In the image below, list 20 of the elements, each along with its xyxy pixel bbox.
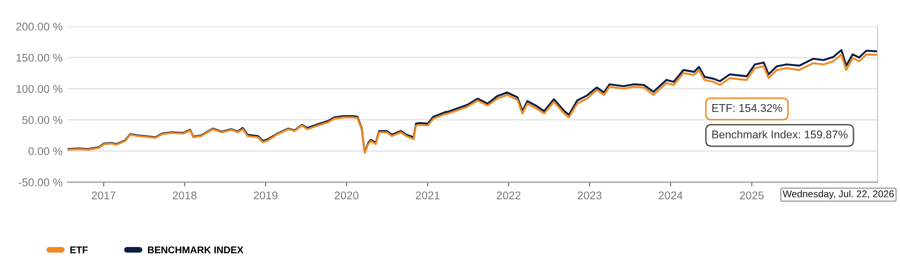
x-tick-label: 2020 (334, 191, 358, 200)
x-tick-label: 2017 (92, 191, 116, 200)
y-tick-label: -50.00 % (18, 178, 62, 186)
y-tick-label: 50.00 % (22, 116, 62, 124)
annotation: Benchmark Index: 159.87% (712, 130, 848, 138)
x-tick-label: 2024 (658, 191, 683, 200)
y-tick-label: 200.00 % (16, 22, 62, 31)
y-tick-label: 0.00 % (28, 147, 62, 156)
text: Wednesday, Jul. 22, 2026 (782, 190, 894, 200)
x-tick-label: 2025 (740, 191, 764, 200)
x-tick-label: 2018 (172, 191, 196, 200)
y-tick-label: 150.00 % (16, 54, 62, 62)
x-tick-label: 2019 (254, 191, 278, 200)
legend-label: ETF (70, 246, 88, 254)
y-tick-label: 100.00 % (16, 84, 62, 93)
x-tick-label: 2023 (578, 191, 602, 200)
x-tick-label: 2022 (496, 191, 520, 200)
legend-label: BENCHMARK INDEX (148, 246, 244, 254)
annotation: ETF: 154.32% (712, 104, 782, 112)
x-tick-label: 2021 (416, 191, 440, 200)
